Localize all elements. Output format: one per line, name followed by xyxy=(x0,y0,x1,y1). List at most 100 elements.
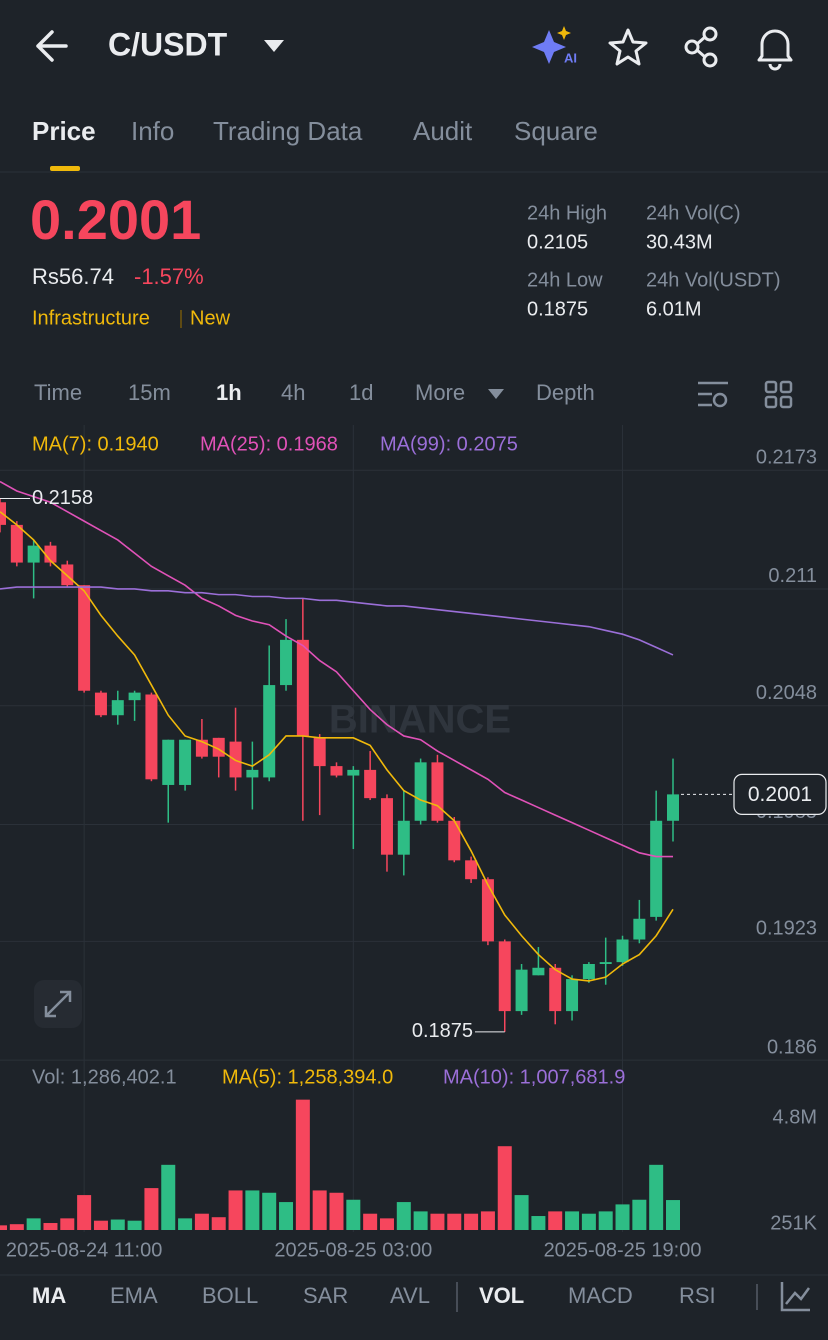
volume-bar xyxy=(379,1218,394,1230)
volume-bar xyxy=(531,1216,546,1230)
stat-label: 24h Low xyxy=(527,269,603,291)
interval-tab[interactable]: Depth xyxy=(536,380,595,405)
volume-tick-label: 4.8M xyxy=(773,1107,817,1129)
volume-bar xyxy=(245,1190,260,1230)
volume-bar xyxy=(9,1224,24,1230)
chart-settings-button[interactable] xyxy=(698,381,728,408)
x-tick-label: 2025-08-25 19:00 xyxy=(544,1239,702,1261)
back-button[interactable] xyxy=(36,30,68,62)
pair-title[interactable]: C/USDT xyxy=(108,26,228,62)
indicator-tab[interactable]: MA xyxy=(32,1283,66,1308)
candle-body xyxy=(280,639,293,686)
last-price: 0.2001 xyxy=(30,188,201,251)
tab[interactable]: Price xyxy=(32,116,96,146)
stat-label: 24h High xyxy=(527,202,607,224)
tag[interactable]: New xyxy=(190,307,231,329)
stat-value: 6.01M xyxy=(646,298,702,320)
volume-bar xyxy=(632,1199,647,1230)
fullscreen-button[interactable] xyxy=(34,980,82,1028)
favorite-button[interactable] xyxy=(608,28,648,66)
tab[interactable]: Square xyxy=(514,116,598,146)
candle-body xyxy=(94,692,107,716)
volume-bar xyxy=(295,1099,310,1230)
price-tag xyxy=(733,773,827,815)
volume-bar xyxy=(497,1146,512,1230)
candle-body xyxy=(616,939,629,963)
candle-body xyxy=(397,820,410,855)
legend-entry: MA(7): 0.1940 xyxy=(32,433,159,455)
pair-dropdown[interactable] xyxy=(264,40,284,52)
low-label: 0.1875 xyxy=(412,1020,473,1042)
ma-line xyxy=(0,511,674,982)
more-dropdown[interactable] xyxy=(488,389,504,399)
volume-bar xyxy=(413,1211,428,1230)
tab[interactable]: Audit xyxy=(413,116,473,146)
drawing-tools-button[interactable] xyxy=(780,1282,811,1312)
volume-bar xyxy=(363,1213,378,1230)
ma-line xyxy=(0,480,673,858)
x-tick-label: 2025-08-24 11:00 xyxy=(6,1239,162,1261)
volume-bar xyxy=(329,1192,344,1230)
indicator-tab[interactable]: BOLL xyxy=(202,1283,258,1308)
tab[interactable]: Trading Data xyxy=(213,116,363,146)
interval-tab[interactable]: 1d xyxy=(349,380,373,405)
candle-body xyxy=(128,692,141,701)
candle-body xyxy=(532,967,545,976)
candle-body xyxy=(465,860,478,880)
candle-body xyxy=(145,694,158,780)
stat-label: 24h Vol(C) xyxy=(646,202,741,224)
tag[interactable]: Infrastructure xyxy=(32,307,150,329)
candle-body xyxy=(195,739,208,757)
volume-tick-label: 251K xyxy=(770,1212,817,1234)
notification-button[interactable] xyxy=(757,29,793,71)
indicator-tab[interactable]: RSI xyxy=(679,1283,716,1308)
indicator-tab[interactable]: MACD xyxy=(568,1283,633,1308)
share-button[interactable] xyxy=(684,26,718,68)
svg-text:AI: AI xyxy=(564,50,577,65)
ai-icon[interactable]: AI xyxy=(532,26,577,65)
candle-body xyxy=(515,969,528,1012)
candle-body xyxy=(498,941,511,1012)
volume-bar xyxy=(666,1200,680,1230)
interval-tab[interactable]: More xyxy=(415,380,465,405)
indicator-tab[interactable]: VOL xyxy=(479,1283,524,1308)
candle-body xyxy=(179,739,192,785)
volume-legend: Vol: 1,286,402.1 xyxy=(32,1066,177,1088)
legend-entry: MA(25): 0.1968 xyxy=(200,433,338,455)
interval-tab[interactable]: Time xyxy=(34,380,82,405)
indicator-tab[interactable]: EMA xyxy=(110,1283,158,1308)
candle-body xyxy=(633,918,646,940)
price-tag-label: 0.2001 xyxy=(748,783,812,806)
tab[interactable]: Info xyxy=(131,116,174,146)
interval-tab[interactable]: 1h xyxy=(216,380,242,405)
indicator-tab[interactable]: SAR xyxy=(303,1283,348,1308)
candle-body xyxy=(667,794,679,821)
volume-bar xyxy=(346,1199,361,1230)
layout-button[interactable] xyxy=(764,380,793,409)
y-tick-label: 0.186 xyxy=(767,1036,817,1058)
interval-tab[interactable]: 4h xyxy=(281,380,305,405)
volume-bar xyxy=(312,1190,327,1230)
chart: 0.21730.2110.20480.19850.19230.1862025-0… xyxy=(0,425,828,1261)
volume-bar xyxy=(480,1211,495,1230)
fiat-price: Rs56.74 xyxy=(32,264,114,289)
candle-body xyxy=(313,737,326,767)
high-label: 0.2158 xyxy=(32,487,93,509)
volume-bar xyxy=(615,1204,630,1230)
candle-body xyxy=(582,964,595,980)
indicator-tab[interactable]: AVL xyxy=(390,1283,430,1308)
volume-bar xyxy=(161,1164,176,1230)
candle-body xyxy=(599,962,612,964)
interval-tab[interactable]: 15m xyxy=(128,380,171,405)
candle-body xyxy=(10,524,23,563)
volume-bar xyxy=(0,1225,7,1230)
ma-line xyxy=(0,586,674,656)
volume-bar xyxy=(194,1213,209,1230)
price-change: -1.57% xyxy=(134,264,204,289)
candle-body xyxy=(263,685,276,778)
volume-bar xyxy=(514,1195,529,1230)
candle-body xyxy=(162,739,175,785)
x-tick-label: 2025-08-25 03:00 xyxy=(274,1239,432,1261)
